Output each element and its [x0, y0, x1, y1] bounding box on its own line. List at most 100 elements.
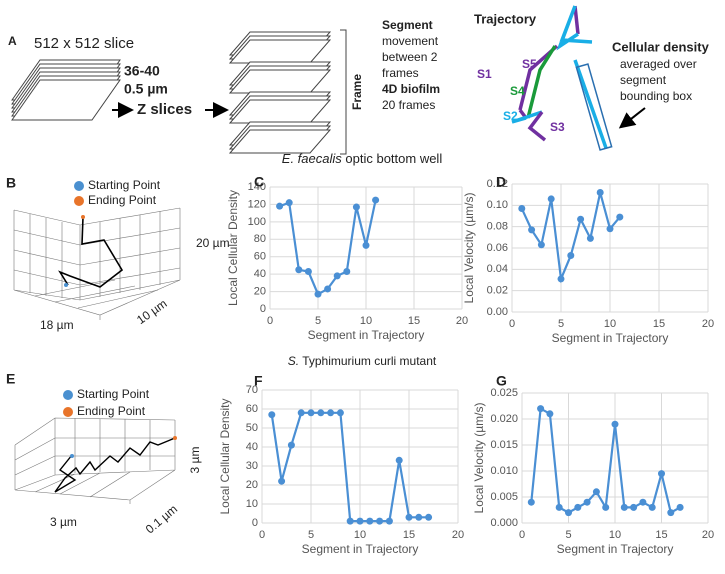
data-line [279, 199, 377, 296]
x-tick-label: 20 [702, 318, 714, 330]
panel-b: B Starting Point Ending Point 20 µm 18 µ… [6, 175, 230, 332]
data-point [586, 234, 594, 242]
y-tick-label: 40 [246, 441, 258, 453]
data-point [518, 205, 526, 213]
biofilm-label: 4D biofilm [382, 82, 440, 96]
data-point [596, 189, 604, 197]
data-point [336, 409, 344, 417]
data-point [639, 498, 647, 506]
data-point [343, 268, 351, 276]
section-title: E. faecalis optic bottom well [282, 151, 443, 166]
data-point [528, 226, 536, 234]
data-point [425, 513, 433, 521]
y-tick-label: 0.020 [490, 413, 518, 425]
y-tick-label: 40 [254, 268, 266, 280]
data-point [547, 195, 555, 203]
data-point [324, 285, 332, 293]
chart: 0 20 40 60 80 100 120 140 0 5 10 15 20 Segment in Tra… [226, 174, 468, 342]
chart: 0.000 0.005 0.010 0.015 0.020 0.025 0 5 10 15 20 Se… [472, 373, 714, 556]
y-tick-label: 20 [246, 479, 258, 491]
x-tick-label: 0 [519, 529, 525, 541]
species: S. [288, 354, 299, 368]
segment-tag: S1 [477, 67, 492, 81]
legend-label: Ending Point [77, 404, 146, 418]
data-point [314, 290, 322, 298]
y-tick-label: 120 [248, 198, 266, 210]
segment-title: Segment [382, 18, 433, 32]
data-point [307, 409, 315, 417]
data-point [630, 503, 638, 511]
data-point [276, 202, 284, 210]
density-desc: bounding box [620, 89, 692, 103]
data-point [278, 477, 286, 485]
x-tick-label: 5 [308, 529, 314, 541]
data-point [602, 503, 610, 511]
x-tick-label: 5 [558, 318, 564, 330]
panel-e: E Starting Point Ending Point 3 µm 3 µm … [6, 371, 202, 537]
x-tick-label: 15 [408, 315, 420, 327]
x-tick-label: 10 [354, 529, 366, 541]
data-point [574, 503, 582, 511]
x-tick-label: 0 [509, 318, 515, 330]
x-tick-label: 0 [267, 315, 273, 327]
slice-count: 36-40 [124, 63, 160, 79]
z-slices: Z slices [137, 101, 192, 118]
data-point [333, 272, 341, 280]
y-axis-title: Local Cellular Density [218, 398, 232, 514]
x-tick-label: 5 [565, 529, 571, 541]
y-tick-label: 0.04 [487, 263, 508, 275]
data-point [287, 441, 295, 449]
legend-label: Ending Point [88, 193, 157, 207]
data-point [297, 409, 305, 417]
x-axis-title: Segment in Trajectory [308, 328, 425, 342]
data-point [395, 456, 403, 464]
y-tick-label: 100 [248, 216, 266, 228]
frames-label: 20 frames [382, 98, 435, 112]
data-point [362, 241, 370, 249]
axis-label: 18 µm [40, 318, 74, 332]
axis-label: 3 µm [188, 447, 202, 474]
data-point [537, 241, 545, 249]
data-point [611, 420, 619, 428]
trajectory-title: Trajectory [474, 11, 537, 26]
y-tick-label: 0.010 [490, 465, 518, 477]
x-axis-title: Segment in Trajectory [552, 331, 669, 345]
x-tick-label: 5 [315, 315, 321, 327]
data-point [295, 266, 303, 274]
y-tick-label: 60 [246, 403, 258, 415]
data-point [327, 409, 335, 417]
y-tick-label: 0.10 [487, 199, 508, 211]
slice-label: 512 x 512 slice [34, 35, 134, 52]
data-point [527, 498, 535, 506]
segment-tag: S3 [550, 120, 565, 134]
data-point [592, 488, 600, 496]
x-tick-label: 10 [609, 529, 621, 541]
axis-label: 20 µm [196, 236, 230, 250]
data-point [405, 513, 413, 521]
panel-letter: G [496, 373, 507, 389]
y-axis-title: Local Velocity (µm/s) [462, 193, 476, 304]
y-tick-label: 0.06 [487, 242, 508, 254]
axis-label: 10 µm [134, 296, 170, 327]
condition: Typhimurium curli mutant [302, 354, 437, 368]
segment-tag: S2 [503, 109, 518, 123]
y-tick-label: 0.02 [487, 285, 508, 297]
y-tick-label: 0.12 [487, 178, 508, 190]
data-point [606, 225, 614, 233]
frame-label: Frame [350, 74, 364, 110]
data-point [567, 251, 575, 259]
y-tick-label: 80 [254, 233, 266, 245]
density-title: Cellular density [612, 39, 710, 54]
y-axis-title: Local Cellular Density [226, 190, 240, 306]
density-desc: segment [620, 73, 667, 87]
data-point [577, 215, 585, 223]
data-point [372, 196, 380, 204]
y-tick-label: 0.005 [490, 491, 518, 503]
y-tick-label: 60 [254, 251, 266, 263]
data-point [346, 517, 354, 525]
x-axis-title: Segment in Trajectory [302, 542, 419, 556]
panel-letter: B [6, 175, 16, 191]
data-point [583, 498, 591, 506]
data-point [658, 470, 665, 478]
axis-label: 0.1 µm [143, 502, 180, 536]
